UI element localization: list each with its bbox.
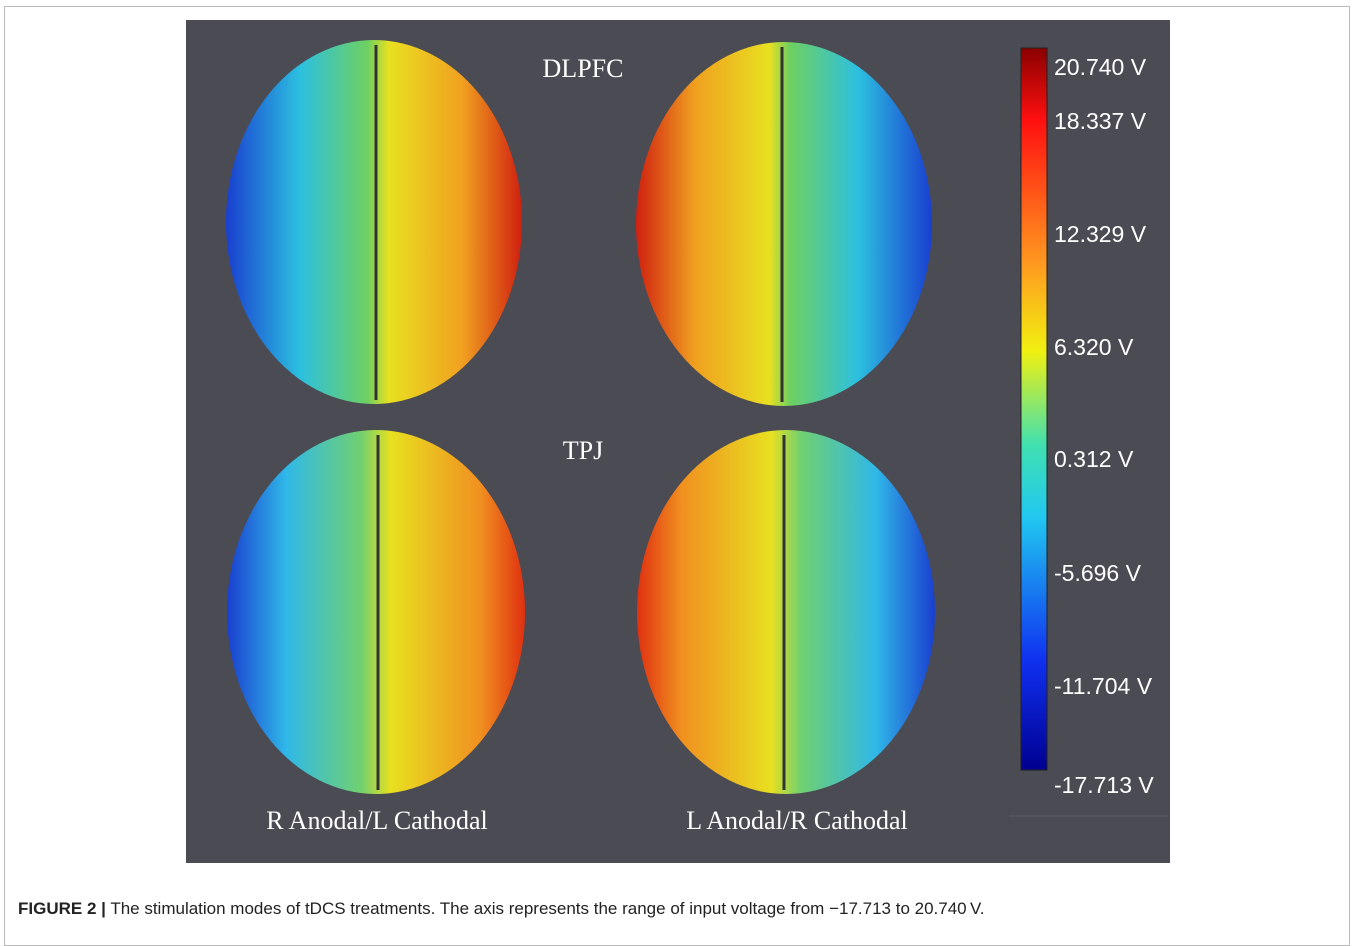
row-label: DLPFC bbox=[543, 54, 624, 83]
colorbar-labels: 20.740 V 18.337 V 12.329 V 6.320 V 0.312 V -5… bbox=[1054, 54, 1154, 798]
colorbar-label: 6.320 V bbox=[1054, 334, 1134, 360]
colorbar-label: 0.312 V bbox=[1054, 446, 1134, 472]
colorbar-label: 12.329 V bbox=[1054, 221, 1147, 247]
colorbar-label: -11.704 V bbox=[1054, 673, 1153, 699]
brain bbox=[226, 40, 522, 404]
caption-label: FIGURE 2 | bbox=[18, 899, 106, 918]
colorbar-label: -17.713 V bbox=[1054, 772, 1154, 798]
colorbar bbox=[1020, 47, 1048, 771]
column-label: R Anodal/L Cathodal bbox=[266, 806, 487, 835]
caption: FIGURE 2 | The stimulation modes of tDCS… bbox=[18, 899, 985, 919]
colorbar-label: 18.337 V bbox=[1054, 108, 1147, 134]
brain bbox=[636, 42, 932, 406]
brain bbox=[227, 430, 525, 794]
row-label: TPJ bbox=[563, 436, 603, 465]
caption-text: The stimulation modes of tDCS treatments… bbox=[110, 899, 985, 918]
column-label: L Anodal/R Cathodal bbox=[686, 806, 907, 835]
colorbar-label: 20.740 V bbox=[1054, 54, 1147, 80]
colorbar-label: -5.696 V bbox=[1054, 560, 1142, 586]
brain bbox=[637, 430, 935, 794]
